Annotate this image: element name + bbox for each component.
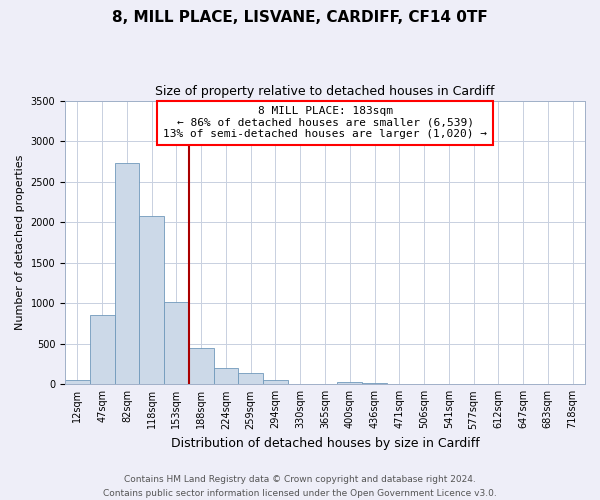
Title: Size of property relative to detached houses in Cardiff: Size of property relative to detached ho…	[155, 85, 495, 98]
Text: Contains HM Land Registry data © Crown copyright and database right 2024.
Contai: Contains HM Land Registry data © Crown c…	[103, 476, 497, 498]
Bar	[189, 348, 214, 385]
Bar	[115, 163, 139, 384]
Bar	[139, 216, 164, 384]
Bar	[263, 380, 288, 384]
Bar	[214, 368, 238, 384]
Text: 8 MILL PLACE: 183sqm
← 86% of detached houses are smaller (6,539)
13% of semi-de: 8 MILL PLACE: 183sqm ← 86% of detached h…	[163, 106, 487, 140]
Bar	[238, 373, 263, 384]
Text: 8, MILL PLACE, LISVANE, CARDIFF, CF14 0TF: 8, MILL PLACE, LISVANE, CARDIFF, CF14 0T…	[112, 10, 488, 25]
Bar	[337, 382, 362, 384]
Bar	[362, 382, 387, 384]
Y-axis label: Number of detached properties: Number of detached properties	[15, 154, 25, 330]
Bar	[65, 380, 90, 384]
Bar	[90, 316, 115, 384]
Bar	[164, 302, 189, 384]
X-axis label: Distribution of detached houses by size in Cardiff: Distribution of detached houses by size …	[170, 437, 479, 450]
